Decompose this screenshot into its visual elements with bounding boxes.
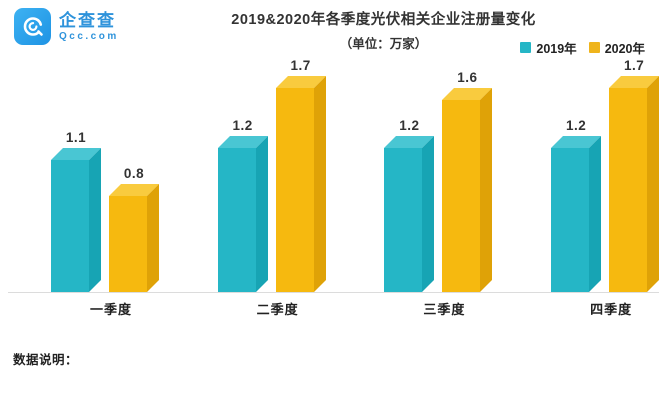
bar-value-label: 1.1	[65, 130, 87, 145]
bar-2020年-一季度	[109, 184, 159, 292]
bar-2020年-四季度	[609, 76, 660, 292]
bar-2019年-一季度	[51, 148, 101, 292]
legend-swatch-2019	[520, 42, 532, 53]
bar-value-label: 0.8	[123, 166, 145, 181]
bar-wrap: 1.2	[384, 118, 435, 292]
bar-2019年-三季度	[384, 136, 435, 292]
bar-wrap: 1.2	[551, 118, 602, 292]
bar-2019年-二季度	[217, 136, 268, 292]
legend-item-2019: 2019年	[520, 38, 577, 57]
legend-item-2020: 2020年	[588, 38, 645, 57]
bar-wrap: 1.1	[51, 130, 101, 292]
bar-wrap: 1.7	[275, 58, 326, 292]
bar-2019年-四季度	[551, 136, 602, 292]
bar-value-label: 1.2	[399, 118, 420, 133]
bar-group-一季度: 1.1 0.8	[51, 130, 159, 292]
bar-group-三季度: 1.2 1.6	[384, 70, 493, 292]
bar-wrap: 1.6	[442, 70, 493, 292]
chart-legend: 2019年 2020年	[520, 38, 645, 57]
bar-wrap: 1.2	[217, 118, 268, 292]
brand-domain: Qcc.com	[59, 30, 119, 42]
x-axis-label-四季度: 四季度	[590, 302, 633, 317]
bar-2020年-三季度	[442, 88, 493, 292]
bar-wrap: 0.8	[109, 166, 159, 292]
footnotes: 数据说明： 1、仅统计关键词为“光伏”的企业 2、统计时间2021/1/7 3、…	[13, 318, 271, 402]
x-axis-label-二季度: 二季度	[256, 302, 299, 317]
x-axis-label-三季度: 三季度	[423, 302, 466, 317]
bar-value-label: 1.7	[623, 58, 645, 73]
bar-value-label: 1.6	[457, 70, 478, 85]
brand-name: 企查查	[59, 10, 116, 30]
x-axis-label-一季度: 一季度	[89, 302, 132, 317]
footnote-heading: 数据说明：	[13, 353, 79, 367]
legend-label-2019: 2019年	[536, 42, 577, 56]
qcc-swirl-icon	[23, 16, 43, 36]
bar-value-label: 1.7	[290, 58, 311, 73]
title-block: 2019&2020年各季度光伏相关企业注册量变化 （单位：万家）	[110, 8, 657, 52]
bar-value-label: 1.2	[232, 118, 253, 133]
chart-unit-label: （单位：万家）	[339, 37, 428, 51]
brand-text: 企查查 Qcc.com	[59, 12, 119, 42]
chart-title: 2019&2020年各季度光伏相关企业注册量变化	[231, 12, 536, 28]
x-axis-baseline	[8, 292, 659, 293]
bar-wrap: 1.7	[609, 58, 660, 292]
bar-value-label: 1.2	[565, 118, 587, 133]
qcc-brand: 企查查 Qcc.com	[14, 8, 119, 45]
bar-2020年-二季度	[275, 76, 326, 292]
legend-swatch-2020	[588, 42, 600, 53]
bar-group-二季度: 1.2 1.7	[217, 58, 326, 292]
legend-label-2020: 2020年	[604, 42, 645, 56]
qcc-logo-icon	[14, 8, 51, 45]
bar-group-四季度: 1.2 1.7	[551, 58, 660, 292]
